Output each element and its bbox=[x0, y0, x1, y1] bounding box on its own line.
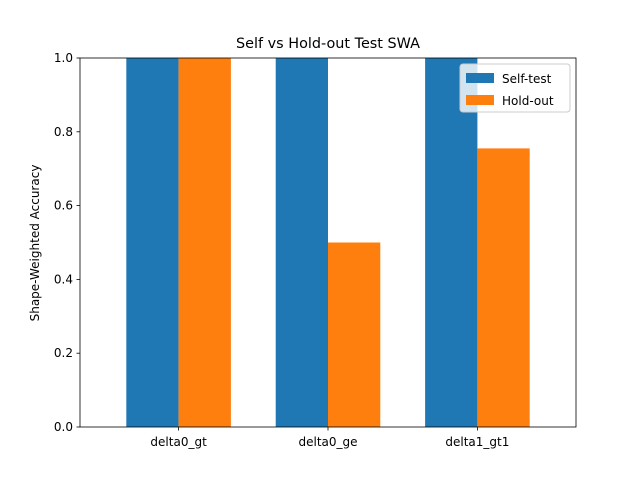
bar-hold-out-delta0_ge bbox=[328, 242, 381, 427]
legend-swatch bbox=[466, 73, 494, 83]
legend: Self-test Hold-out bbox=[459, 63, 571, 113]
y-tick-label: 0.8 bbox=[54, 125, 73, 139]
bar-self-test-delta1_gt1 bbox=[425, 58, 478, 427]
legend-swatch bbox=[466, 95, 494, 105]
y-tick-label: 0.2 bbox=[54, 346, 73, 360]
x-tick-label: delta1_gt1 bbox=[445, 435, 509, 449]
y-tick-label: 0.0 bbox=[54, 420, 73, 434]
y-tick-label: 1.0 bbox=[54, 51, 73, 65]
bar-self-test-delta0_ge bbox=[275, 58, 328, 427]
axes-layer: 0.0 0.2 0.4 0.6 0.8 1.0 delta0_gt delta0_ge delt… bbox=[54, 51, 577, 449]
y-tick-label: 0.6 bbox=[54, 199, 73, 213]
legend-label: Self-test bbox=[502, 72, 552, 86]
legend-label: Hold-out bbox=[502, 94, 554, 108]
bar-hold-out-delta0_gt bbox=[178, 58, 231, 427]
x-tick-label: delta0_gt bbox=[150, 435, 207, 449]
y-tick-label: 0.4 bbox=[54, 272, 73, 286]
y-axis-title: Shape-Weighted Accuracy bbox=[28, 165, 42, 322]
bar-hold-out-delta1_gt1 bbox=[477, 148, 530, 427]
chart-title: Self vs Hold-out Test SWA bbox=[236, 36, 420, 52]
x-tick-label: delta0_ge bbox=[298, 435, 357, 449]
bars-layer bbox=[126, 58, 530, 427]
bar-self-test-delta0_gt bbox=[126, 58, 179, 427]
